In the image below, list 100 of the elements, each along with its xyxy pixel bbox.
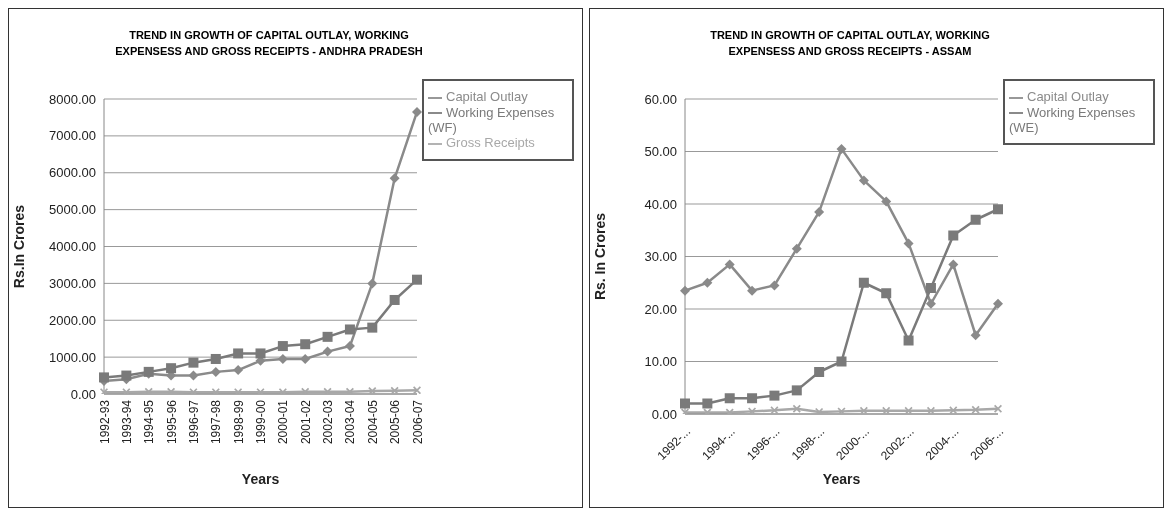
x-tick-label: 2002-03 xyxy=(321,399,336,445)
x-tick-label: 2001-02 xyxy=(298,399,313,445)
point xyxy=(412,106,422,117)
x-tick-label: 1992-93 xyxy=(97,399,112,445)
point xyxy=(814,367,825,377)
point xyxy=(925,283,936,293)
point xyxy=(792,404,801,413)
point xyxy=(747,285,758,296)
point xyxy=(949,406,958,414)
point xyxy=(680,398,690,409)
point xyxy=(791,243,802,254)
y-tick-label: 60.00 xyxy=(644,91,677,107)
y-tick-label: 7000.00 xyxy=(49,128,96,144)
y-tick-label: 3000.00 xyxy=(49,275,96,291)
x-tick-label: 1997-98 xyxy=(209,399,224,445)
x-tick-label: 1998-99 xyxy=(231,399,246,445)
point xyxy=(368,387,377,394)
point xyxy=(971,405,980,414)
point xyxy=(770,406,779,414)
point xyxy=(747,393,758,404)
point xyxy=(166,363,177,374)
point xyxy=(769,280,780,291)
point xyxy=(702,398,713,409)
legend-label: Capital Outlay xyxy=(1027,89,1109,104)
point xyxy=(948,230,959,241)
point xyxy=(970,214,981,225)
point xyxy=(255,348,266,359)
point xyxy=(925,298,936,309)
point xyxy=(680,285,690,296)
point xyxy=(836,356,847,367)
point xyxy=(233,365,244,376)
legend-label: Working Expenses (WE) xyxy=(1009,104,1136,136)
y-tick-label: 4000.00 xyxy=(49,239,96,255)
point xyxy=(188,357,199,368)
chart-title: TREND IN GROWTH OF CAPITAL OUTLAY, WORKING EXPENSESS AND GROSS RECEIPTS - ASSAM xyxy=(709,28,991,59)
x-axis-title: Years xyxy=(241,471,280,487)
point xyxy=(390,386,399,394)
y-tick-label: 10.00 xyxy=(644,354,677,370)
y-tick-label: 1000.00 xyxy=(49,349,96,365)
point xyxy=(724,393,735,404)
x-tick-label: 1995-96 xyxy=(164,399,179,445)
point xyxy=(233,348,244,359)
point xyxy=(837,407,846,414)
point xyxy=(702,277,713,288)
y-tick-label: 6000.00 xyxy=(49,165,96,181)
point xyxy=(769,390,780,401)
y-tick-label: 30.00 xyxy=(644,249,677,265)
point xyxy=(858,277,869,288)
point xyxy=(188,370,199,381)
x-tick-label: 2000-01 xyxy=(276,399,291,445)
x-axis-title: Years xyxy=(822,471,861,487)
point xyxy=(791,385,802,396)
point xyxy=(858,175,869,186)
point xyxy=(993,204,1003,215)
x-tick-label: 1999-00 xyxy=(254,399,269,445)
x-tick-label: 2006-07 xyxy=(410,399,425,445)
point xyxy=(926,406,935,414)
point xyxy=(859,406,868,414)
y-tick-label: 8000.00 xyxy=(49,91,96,107)
point xyxy=(210,366,221,377)
point xyxy=(210,353,221,364)
legend-label: Capital Outlay xyxy=(446,89,528,104)
y-tick-label: 2000.00 xyxy=(49,312,96,328)
y-tick-label: 20.00 xyxy=(644,301,677,317)
point xyxy=(814,206,825,217)
point xyxy=(100,388,108,394)
point xyxy=(367,278,378,289)
point xyxy=(413,386,421,394)
x-tick-label: 1996-97 xyxy=(186,399,201,445)
point xyxy=(836,143,847,154)
y-tick-label: 0.00 xyxy=(651,406,677,422)
point xyxy=(344,341,355,352)
point xyxy=(322,331,333,342)
y-tick-label: 40.00 xyxy=(644,196,677,212)
point xyxy=(903,238,914,249)
point xyxy=(121,370,132,381)
point xyxy=(99,372,109,383)
x-tick-label: 2005-06 xyxy=(388,399,403,445)
point xyxy=(277,353,288,364)
point xyxy=(881,196,892,207)
point xyxy=(903,335,914,346)
point xyxy=(389,173,400,184)
x-tick-label: 2003-04 xyxy=(343,399,358,445)
legend-label: Gross Receipts xyxy=(446,135,535,151)
y-tick-label: 5000.00 xyxy=(49,202,96,218)
point xyxy=(344,324,355,335)
x-tick-label: 2004-05 xyxy=(365,399,380,445)
point xyxy=(367,322,378,333)
y-tick-label: 0.00 xyxy=(70,386,96,402)
point xyxy=(277,341,288,352)
x-tick-label: 1993-94 xyxy=(119,399,134,445)
point xyxy=(970,330,981,341)
point xyxy=(993,298,1003,309)
point xyxy=(300,353,311,364)
x-tick-label: 1994-95 xyxy=(142,399,157,445)
point xyxy=(322,346,333,357)
point xyxy=(412,274,422,285)
point xyxy=(724,259,735,270)
legend-label: Working Expenses (WF) xyxy=(428,104,555,136)
y-axis-title: Rs.In Crores xyxy=(10,204,27,289)
